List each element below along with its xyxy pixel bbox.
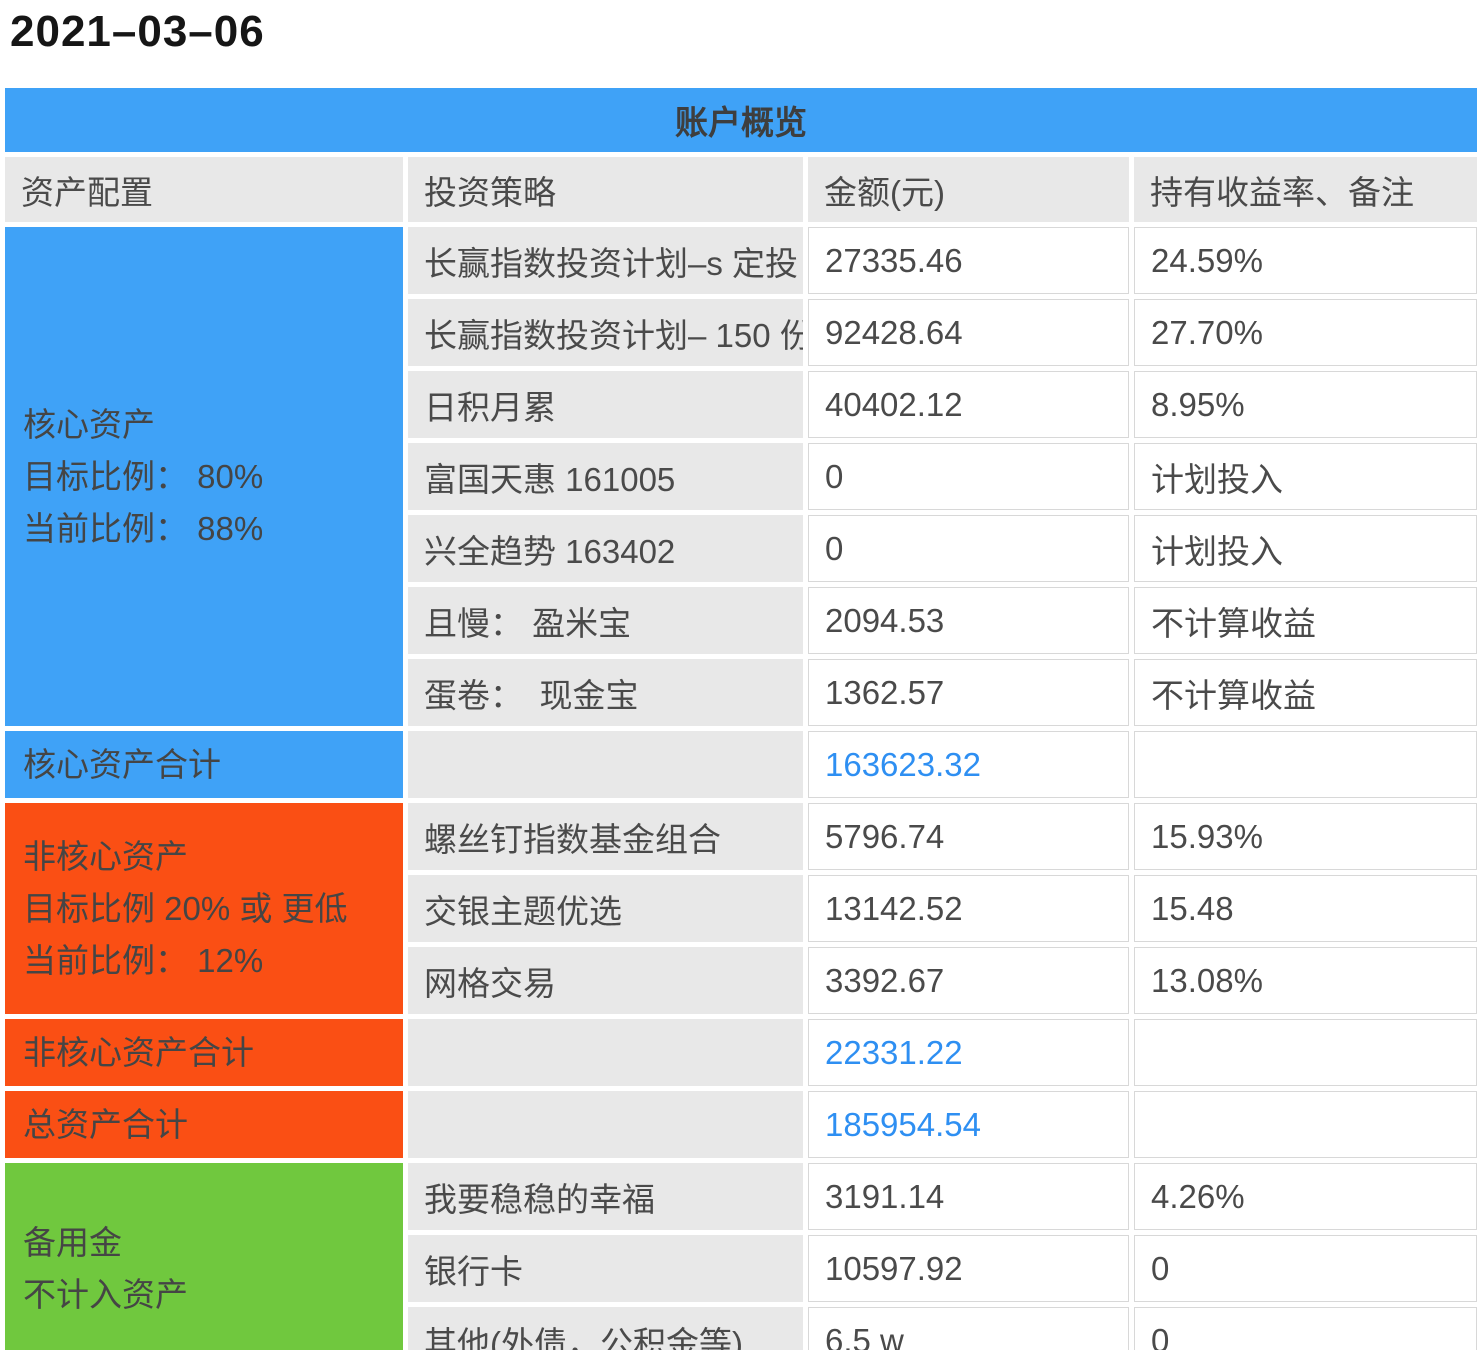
note-cell: 24.59%	[1134, 227, 1477, 294]
amount-cell: 92428.64	[808, 299, 1129, 366]
note-cell: 4.26%	[1134, 1163, 1477, 1230]
account-overview-table: 账户概览 资产配置 投资策略 金额(元) 持有收益率、备注 核心资产 目标比例：…	[0, 83, 1482, 1350]
note-cell: 不计算收益	[1134, 659, 1477, 726]
amount-cell: 27335.46	[808, 227, 1129, 294]
empty-cell	[1134, 1091, 1477, 1158]
strategy-cell: 银行卡	[408, 1235, 803, 1302]
amount-cell: 0	[808, 443, 1129, 510]
strategy-cell: 长赢指数投资计划–s 定投	[408, 227, 803, 294]
note-cell: 0	[1134, 1307, 1477, 1350]
date-title: 2021–03–06	[10, 7, 265, 56]
empty-cell	[1134, 1019, 1477, 1086]
core-total-label-cell: 核心资产合计	[5, 731, 403, 798]
empty-cell	[408, 1091, 803, 1158]
strategy-cell: 富国天惠 161005	[408, 443, 803, 510]
label-line: 目标比例： 80%	[23, 457, 264, 495]
label-line: 核心资产	[23, 405, 155, 443]
label-line: 备用金	[23, 1223, 122, 1261]
strategy-cell: 兴全趋势 163402	[408, 515, 803, 582]
label-line: 当前比例： 88%	[23, 509, 264, 547]
amount-cell: 1362.57	[808, 659, 1129, 726]
note-cell: 15.93%	[1134, 803, 1477, 870]
strategy-cell: 交银主题优选	[408, 875, 803, 942]
label-line: 非核心资产	[23, 837, 188, 875]
label-line: 当前比例： 12%	[23, 941, 264, 979]
column-header-note: 持有收益率、备注	[1134, 157, 1477, 222]
strategy-cell: 且慢： 盈米宝	[408, 587, 803, 654]
amount-cell: 0	[808, 515, 1129, 582]
grand-total-amount-cell: 185954.54	[808, 1091, 1129, 1158]
strategy-cell: 其他(外债，公积金等)	[408, 1307, 803, 1350]
strategy-cell: 网格交易	[408, 947, 803, 1014]
note-cell: 8.95%	[1134, 371, 1477, 438]
strategy-cell: 蛋卷： 现金宝	[408, 659, 803, 726]
label-line: 目标比例 20% 或 更低	[23, 889, 348, 927]
column-header-asset-allocation: 资产配置	[5, 157, 403, 222]
core-total-amount-cell: 163623.32	[808, 731, 1129, 798]
note-cell: 计划投入	[1134, 515, 1477, 582]
core-assets-label-cell: 核心资产 目标比例： 80% 当前比例： 88%	[5, 227, 403, 726]
amount-cell: 10597.92	[808, 1235, 1129, 1302]
amount-cell: 6.5 w	[808, 1307, 1129, 1350]
empty-cell	[408, 731, 803, 798]
amount-cell: 3191.14	[808, 1163, 1129, 1230]
note-cell: 15.48	[1134, 875, 1477, 942]
strategy-cell: 螺丝钉指数基金组合	[408, 803, 803, 870]
column-header-amount: 金额(元)	[808, 157, 1129, 222]
amount-cell: 2094.53	[808, 587, 1129, 654]
note-cell: 计划投入	[1134, 443, 1477, 510]
empty-cell	[1134, 731, 1477, 798]
strategy-cell: 日积月累	[408, 371, 803, 438]
noncore-total-amount-cell: 22331.22	[808, 1019, 1129, 1086]
strategy-cell: 长赢指数投资计划– 150 份	[408, 299, 803, 366]
empty-cell	[408, 1019, 803, 1086]
amount-cell: 3392.67	[808, 947, 1129, 1014]
label-line: 不计入资产	[23, 1275, 188, 1313]
amount-cell: 5796.74	[808, 803, 1129, 870]
note-cell: 27.70%	[1134, 299, 1477, 366]
column-header-strategy: 投资策略	[408, 157, 803, 222]
noncore-assets-label-cell: 非核心资产 目标比例 20% 或 更低 当前比例： 12%	[5, 803, 403, 1014]
amount-cell: 40402.12	[808, 371, 1129, 438]
note-cell: 0	[1134, 1235, 1477, 1302]
grand-total-label-cell: 总资产合计	[5, 1091, 403, 1158]
amount-cell: 13142.52	[808, 875, 1129, 942]
table-title: 账户概览	[5, 88, 1477, 152]
reserve-fund-label-cell: 备用金 不计入资产	[5, 1163, 403, 1350]
note-cell: 不计算收益	[1134, 587, 1477, 654]
note-cell: 13.08%	[1134, 947, 1477, 1014]
noncore-total-label-cell: 非核心资产合计	[5, 1019, 403, 1086]
strategy-cell: 我要稳稳的幸福	[408, 1163, 803, 1230]
